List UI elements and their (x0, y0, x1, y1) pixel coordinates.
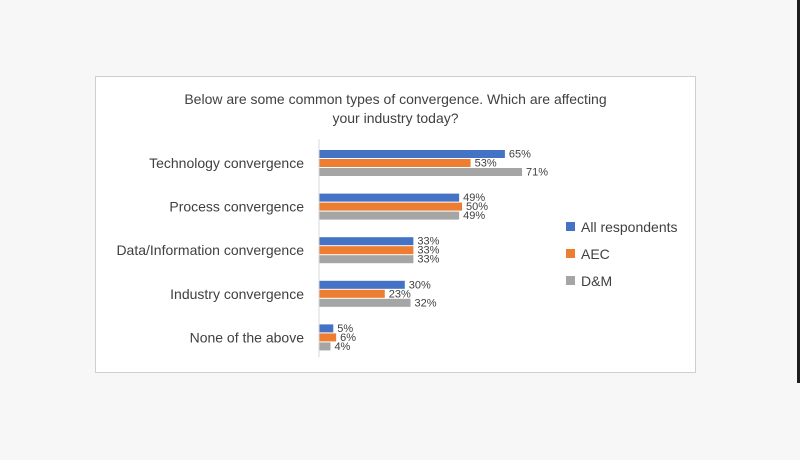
data-label: 65% (509, 149, 531, 161)
category-label: Data/Information convergence (116, 242, 304, 258)
legend-label-all-respondents: All respondents (581, 218, 678, 235)
legend-label-aec: AEC (581, 245, 610, 262)
bar-chart-plot: Technology convergence 65% 53% 71% Process c… (116, 139, 548, 358)
bar (319, 237, 414, 246)
category-label: Technology convergence (149, 155, 304, 171)
legend-swatch-aec (566, 249, 575, 258)
category-label: None of the above (190, 329, 305, 345)
chart-title-line-1: Below are some common types of convergen… (184, 91, 607, 107)
category-label: Process convergence (169, 199, 304, 215)
data-label: 6% (340, 332, 356, 344)
legend-item-aec: AEC (566, 240, 678, 267)
data-label: 71% (526, 167, 548, 179)
bar (319, 150, 505, 158)
legend-swatch-all-respondents (566, 222, 575, 231)
data-label: 33% (417, 254, 439, 266)
window-edge (797, 0, 800, 383)
bar (319, 168, 523, 176)
chart-title-line-2: your industry today? (332, 110, 459, 126)
chart-title: Below are some common types of convergen… (96, 90, 695, 128)
bar (319, 342, 331, 351)
bar (319, 280, 405, 289)
legend-item-all-respondents: All respondents (566, 213, 678, 240)
data-label: 23% (389, 288, 411, 300)
bar (319, 202, 462, 211)
legend-item-dm: D&M (566, 267, 678, 294)
legend-swatch-dm (566, 276, 575, 285)
data-label: 49% (463, 210, 485, 222)
data-label: 4% (334, 341, 350, 353)
bar (319, 289, 385, 298)
bar (319, 298, 411, 307)
chart-frame: Below are some common types of convergen… (95, 76, 696, 373)
legend-label-dm: D&M (581, 272, 613, 289)
bar (319, 333, 337, 342)
bar (319, 255, 414, 264)
category-label: Industry convergence (170, 286, 304, 302)
bar (319, 246, 414, 255)
data-label: 33% (417, 236, 439, 248)
data-label: 50% (466, 201, 488, 213)
bar (319, 211, 460, 220)
data-label: 53% (475, 158, 497, 170)
bar (319, 324, 334, 333)
bar (319, 193, 460, 202)
chart-legend: All respondents AEC D&M (566, 213, 678, 294)
data-label: 30% (409, 279, 431, 291)
data-label: 49% (463, 192, 485, 204)
data-label: 32% (415, 297, 437, 309)
data-label: 33% (417, 245, 439, 257)
bar (319, 159, 471, 167)
data-label: 5% (337, 323, 353, 335)
